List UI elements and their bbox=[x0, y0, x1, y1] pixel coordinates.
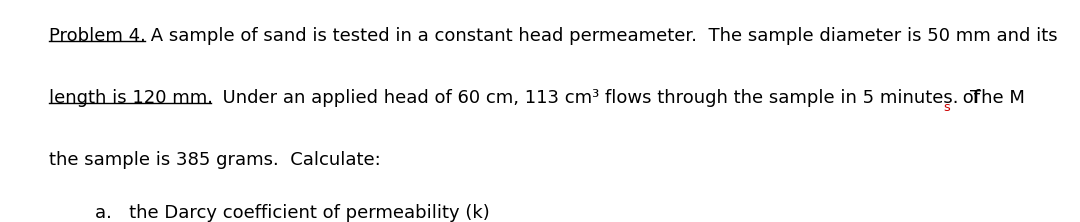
Text: Under an applied head of 60 cm, 113 cm³ flows through the sample in 5 minutes.  : Under an applied head of 60 cm, 113 cm³ … bbox=[211, 89, 1025, 107]
Text: of: of bbox=[957, 89, 980, 107]
Text: A sample of sand is tested in a constant head permeameter.  The sample diameter : A sample of sand is tested in a constant… bbox=[145, 27, 1057, 45]
Text: s: s bbox=[943, 101, 949, 114]
Text: a.   the Darcy coefficient of permeability (k): a. the Darcy coefficient of permeability… bbox=[95, 204, 490, 222]
Text: length is 120 mm.: length is 120 mm. bbox=[49, 89, 213, 107]
Text: Problem 4.: Problem 4. bbox=[49, 27, 146, 45]
Text: the sample is 385 grams.  Calculate:: the sample is 385 grams. Calculate: bbox=[49, 151, 380, 169]
